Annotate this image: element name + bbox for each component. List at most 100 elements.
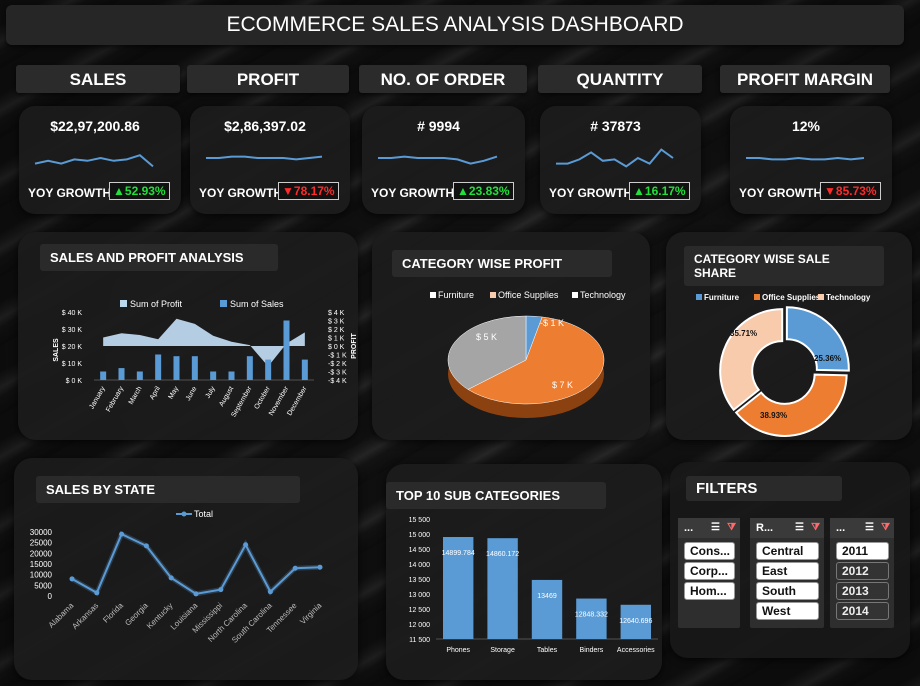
triangle-up-icon: ▲ bbox=[113, 184, 125, 198]
y2-tick-label: $ 3 K bbox=[328, 319, 345, 326]
donut-slice bbox=[785, 306, 850, 372]
series-point bbox=[143, 543, 149, 549]
y-tick-label: 15000 bbox=[30, 560, 53, 569]
y-tick-label: 12 500 bbox=[409, 607, 431, 614]
kpi-sparkline bbox=[378, 155, 498, 165]
legend-label: Technology bbox=[580, 290, 626, 300]
legend-swatch bbox=[754, 294, 760, 300]
x-tick-label: February bbox=[105, 385, 125, 413]
series-line bbox=[71, 532, 321, 595]
kpi-value: # 37873 bbox=[590, 118, 641, 134]
kpi-header-4: PROFIT MARGIN bbox=[720, 65, 890, 93]
filters-title: FILTERS bbox=[686, 476, 842, 501]
slicer-item[interactable]: Hom... bbox=[684, 582, 735, 600]
sparkline-line bbox=[206, 155, 323, 161]
x-tick-label: Storage bbox=[490, 647, 515, 654]
y2-axis-title: PROFIT bbox=[351, 332, 358, 358]
x-tick-label: Binders bbox=[580, 647, 604, 654]
kpi-card-4: 12% YOY GROWTH ▼85.73% bbox=[730, 106, 892, 214]
series-point bbox=[292, 565, 298, 571]
top10-panel: TOP 10 SUB CATEGORIES 11 500 12 000 12 500… bbox=[386, 464, 662, 680]
y-tick-label: 25000 bbox=[30, 539, 53, 548]
data-label: -$ 1 K bbox=[540, 318, 564, 328]
sales-bar bbox=[100, 371, 107, 380]
sparkline-line bbox=[34, 154, 154, 168]
multiselect-icon[interactable]: ☰ bbox=[711, 522, 720, 533]
sales-bar bbox=[246, 356, 253, 380]
slicer-header: ... ☰ ⧩ bbox=[830, 518, 894, 538]
series-point bbox=[267, 589, 273, 595]
donut-slice bbox=[719, 308, 784, 412]
kpi-yoy-badge: ▲23.83% bbox=[453, 182, 514, 200]
kpi-card-3: # 37873 YOY GROWTH ▲16.17% bbox=[540, 106, 701, 214]
x-tick-label: June bbox=[185, 385, 199, 402]
kpi-header-0: SALES bbox=[16, 65, 180, 93]
x-tick-label: April bbox=[149, 385, 162, 401]
slicer-item[interactable]: West bbox=[756, 602, 819, 620]
kpi-yoy-label: YOY GROWTH bbox=[549, 186, 633, 200]
y2-tick-label: $ 4 K bbox=[328, 310, 345, 317]
y2-tick-label: $ 2 K bbox=[328, 327, 345, 334]
sparkline-line bbox=[556, 148, 674, 168]
slicer-item[interactable]: 2014 bbox=[836, 602, 889, 620]
slicer-item[interactable]: South bbox=[756, 582, 819, 600]
kpi-value: $2,86,397.02 bbox=[224, 118, 306, 134]
kpi-yoy-badge: ▼85.73% bbox=[820, 182, 881, 200]
y-tick-label: 14 500 bbox=[409, 547, 431, 554]
data-label: 25.36% bbox=[814, 354, 841, 363]
filter-icon[interactable]: ⧩ bbox=[881, 522, 890, 533]
slicer-item[interactable]: Corp... bbox=[684, 562, 735, 580]
x-tick-label: Virginia bbox=[298, 601, 324, 627]
slicer-item[interactable]: 2012 bbox=[836, 562, 889, 580]
profit-area bbox=[103, 318, 305, 367]
y-tick-label: 5000 bbox=[34, 581, 52, 590]
slicer-item[interactable]: Central bbox=[756, 542, 819, 560]
y2-tick-label: -$ 4 K bbox=[328, 378, 347, 385]
data-label: 12848.332 bbox=[575, 612, 608, 619]
kpi-yoy-label: YOY GROWTH bbox=[371, 186, 455, 200]
slicer-0: ... ☰ ⧩ Cons... Corp... Hom... bbox=[678, 518, 740, 628]
y-tick-label: 14 000 bbox=[409, 562, 431, 569]
sales-bar bbox=[118, 368, 125, 380]
multiselect-icon[interactable]: ☰ bbox=[795, 522, 804, 533]
y-tick-label: 30000 bbox=[30, 528, 53, 537]
kpi-yoy-badge: ▲16.17% bbox=[629, 182, 690, 200]
series-point bbox=[94, 590, 100, 596]
sales-state-panel: SALES BY STATE Total 0 5000 10000 15000 20000… bbox=[14, 458, 358, 680]
slicer-item[interactable]: 2013 bbox=[836, 582, 889, 600]
slicer-item[interactable]: East bbox=[756, 562, 819, 580]
x-tick-label: August bbox=[218, 385, 235, 407]
kpi-value: # 9994 bbox=[417, 118, 460, 134]
kpi-card-2: # 9994 YOY GROWTH ▲23.83% bbox=[362, 106, 525, 214]
legend-swatch bbox=[430, 292, 436, 298]
legend-swatch bbox=[120, 300, 127, 307]
triangle-down-icon: ▼ bbox=[282, 184, 294, 198]
slicer-item[interactable]: Cons... bbox=[684, 542, 735, 560]
legend-label: Office Supplies bbox=[762, 293, 821, 302]
kpi-header-1: PROFIT bbox=[187, 65, 349, 93]
category-share-panel: CATEGORY WISE SALE SHARE Furniture Office… bbox=[666, 232, 912, 440]
series-point bbox=[218, 587, 224, 593]
bar bbox=[487, 538, 518, 639]
slicer-item[interactable]: 2011 bbox=[836, 542, 889, 560]
y-tick-label: 15 500 bbox=[409, 517, 431, 524]
filter-icon[interactable]: ⧩ bbox=[727, 522, 736, 533]
dashboard-title: ECOMMERCE SALES ANALYSIS DASHBOARD bbox=[226, 13, 684, 36]
x-tick-label: Tables bbox=[537, 647, 558, 654]
sales-state-chart: Total050001000015000200002500030000Alaba… bbox=[30, 509, 324, 645]
sales-bar bbox=[173, 356, 180, 380]
filter-icon[interactable]: ⧩ bbox=[811, 522, 820, 533]
slicer-header-label: ... bbox=[684, 522, 694, 534]
legend-label: Office Supplies bbox=[498, 290, 559, 300]
y-tick-label: 13 500 bbox=[409, 577, 431, 584]
legend-label: Furniture bbox=[438, 290, 474, 300]
legend-label: Technology bbox=[826, 293, 871, 302]
triangle-up-icon: ▲ bbox=[633, 184, 645, 198]
multiselect-icon[interactable]: ☰ bbox=[865, 522, 874, 533]
legend-swatch bbox=[490, 292, 496, 298]
category-share-chart: Furniture Office Supplies Technology 25.36%… bbox=[696, 293, 871, 437]
x-tick-label: Florida bbox=[101, 601, 125, 625]
slicer-2: ... ☰ ⧩ 2011 2012 2013 2014 bbox=[830, 518, 894, 628]
triangle-down-icon: ▼ bbox=[824, 184, 836, 198]
data-label: 35.71% bbox=[730, 329, 757, 338]
